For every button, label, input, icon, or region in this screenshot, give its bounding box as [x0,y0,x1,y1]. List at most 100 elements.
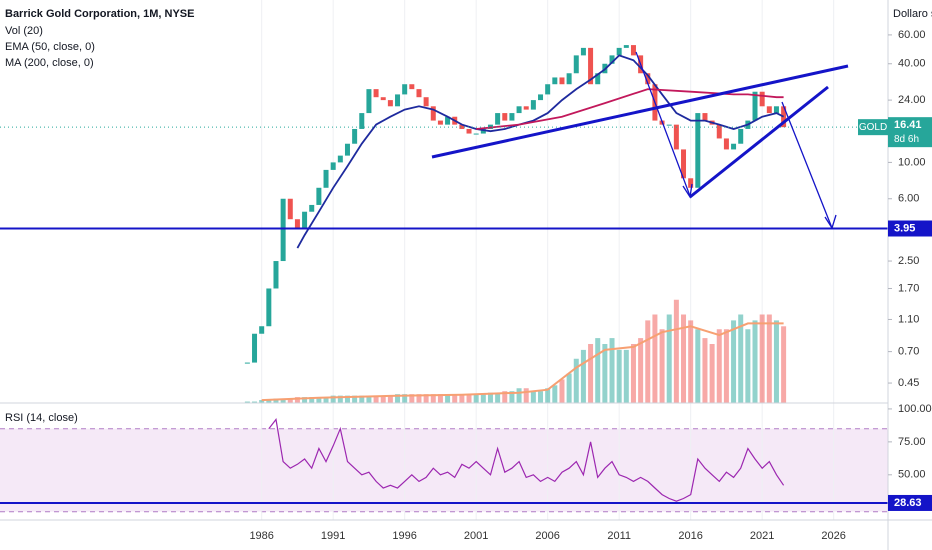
x-tick-label: 1991 [321,530,345,542]
x-tick-label: 2011 [607,530,631,542]
volume-bar [538,391,544,403]
volume-bar [623,349,629,403]
trendline [431,64,849,159]
volume-bar [695,329,701,403]
candle [545,84,551,95]
volume-bar [666,314,672,403]
volume-bar [244,401,250,403]
volume-bar [759,314,765,403]
x-tick-label: 1986 [249,530,273,542]
candle [302,211,308,228]
volume-bar [659,329,665,403]
volume-bar [752,320,758,403]
candle [259,326,265,334]
candle [344,143,350,156]
volume-bar [330,395,336,403]
price-label: 28.63 [894,497,922,509]
line [476,88,784,130]
line [296,54,785,249]
candle [573,55,579,74]
legend-entry: MA (200, close, 0) [5,57,94,69]
candle [766,106,772,114]
grid [0,0,888,520]
y-tick-label: 0.45 [898,377,919,389]
candle [738,128,744,144]
y-tick-label: 50.00 [898,469,926,481]
volume-bar [616,349,622,403]
volume-bar [688,320,694,403]
volume-bar [287,398,293,403]
candle [495,113,501,125]
volume-bar [580,349,586,403]
volume-bar [352,395,358,403]
candle [502,113,508,121]
volume-bar [766,314,772,403]
candle [673,124,679,150]
volume-bar [673,299,679,403]
y-tick-label: 40.00 [898,58,926,70]
candle [266,288,272,327]
volume-bar [723,329,729,403]
volume-bar [466,394,472,403]
y-tick-label: 60.00 [898,29,926,41]
candle [523,106,529,110]
volume-bar [387,395,393,403]
volume-bar [709,344,715,403]
candle [459,124,465,129]
candle [580,47,586,56]
candle [352,128,358,144]
candle [330,162,336,170]
y-tick-label: 0.70 [898,346,919,358]
candle [666,124,672,126]
candle [723,138,729,150]
legend-entry: Vol (20) [5,25,43,37]
volume-bar [781,326,787,403]
volume-bar [652,314,658,403]
volume-bar [437,394,443,403]
candle [731,143,737,150]
countdown-label: 8d 6h [894,134,919,145]
volume-bar [309,397,315,403]
volume-bar [423,394,429,403]
x-tick-label: 1996 [392,530,416,542]
candle [609,55,615,64]
candle [681,149,687,179]
y-tick-label: 24.00 [898,94,926,106]
volume-bar [502,391,508,403]
candle [752,91,758,121]
candle [309,204,315,212]
candle [588,47,594,85]
volume-bar [359,395,365,403]
volume-bar [373,395,379,403]
volume-bar [366,395,372,403]
volume-bar [545,388,551,403]
volume-bar [480,394,486,403]
volume-bar [294,397,300,403]
trendline [689,85,829,199]
candle [359,113,365,129]
arrow-head [682,183,693,199]
candle [244,362,250,364]
symbol-label: GOLD [859,122,887,133]
candle [323,169,329,188]
x-tick-label: 2001 [464,530,488,542]
arrow-head [824,214,837,230]
volume-bar [273,398,279,403]
volume-bar [630,344,636,403]
y-tick-label: 2.50 [898,255,919,267]
volume-bar [452,394,458,403]
volume-bar [323,397,329,403]
y-tick-label: 100.00 [898,403,932,415]
candle [445,116,451,125]
y-tick-label: 75.00 [898,436,926,448]
volume-bar [588,344,594,403]
volume-bar [430,394,436,403]
volume-bar [566,373,572,403]
volume-bar [609,338,615,403]
candle [702,113,708,121]
candle [480,128,486,134]
rsi-band [0,428,888,512]
last-price-box [888,117,932,148]
volume-bar [337,395,343,403]
